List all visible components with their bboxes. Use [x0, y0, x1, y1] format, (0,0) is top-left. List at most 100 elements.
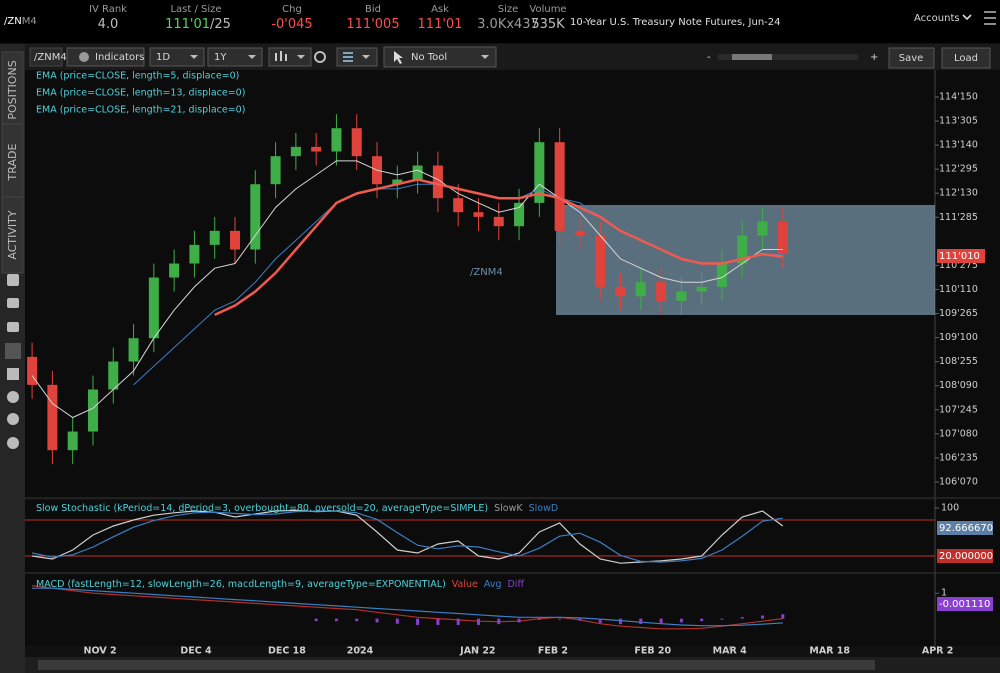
- diff-bar: [700, 618, 704, 622]
- x-tick-label: FEB 20: [634, 646, 671, 657]
- y-tick-label: 114'150: [939, 91, 978, 102]
- value: 3.0Kx437: [477, 17, 539, 32]
- candle-body: [47, 384, 58, 451]
- field-value: 4.0: [98, 17, 119, 32]
- series-line: [31, 160, 783, 419]
- diff-bar: [781, 614, 785, 619]
- diff-bar: [558, 618, 562, 620]
- x-tick-label: NOV 2: [84, 646, 117, 657]
- candle-body: [87, 389, 98, 432]
- symbol-box[interactable]: [29, 47, 63, 67]
- settings-icon[interactable]: [314, 51, 326, 63]
- study-label: EMA (price=CLOSE, length=13, displace=0): [36, 88, 245, 99]
- icon[interactable]: [7, 322, 19, 332]
- y-tick-label: 113'305: [939, 116, 978, 127]
- dropdown-arrow: [190, 55, 198, 59]
- value: 111'01: [418, 17, 463, 32]
- y-tick-label: 112'295: [939, 164, 978, 175]
- load-button[interactable]: [941, 47, 991, 69]
- x-tick-label: MAR 18: [809, 646, 850, 657]
- indicators-label: Indicators: [95, 52, 144, 63]
- candle-body: [67, 431, 78, 451]
- period-select[interactable]: [207, 47, 263, 67]
- title: MACD (fastLength=12, slowLength=26, macd…: [36, 579, 446, 590]
- dropdown-arrow: [481, 55, 489, 59]
- series-line: [32, 587, 783, 627]
- diff-bar: [456, 618, 460, 625]
- candle-body: [209, 230, 220, 245]
- x-tick-label: MAR 4: [713, 646, 747, 657]
- y-tick-label: 108'255: [939, 356, 978, 367]
- watermark: /ZNM4: [470, 267, 503, 278]
- icon[interactable]: [7, 413, 19, 425]
- value: 4.0: [98, 17, 119, 32]
- candle-body: [27, 356, 38, 385]
- candle-body: [351, 128, 362, 157]
- icon[interactable]: [7, 298, 19, 308]
- zoom-track[interactable]: [718, 54, 858, 60]
- candle-body: [656, 282, 667, 301]
- diff-bar: [679, 618, 683, 623]
- value-tag-label: -0.001110: [939, 599, 990, 610]
- candle-body: [189, 244, 200, 264]
- cursor-icon: [394, 51, 403, 64]
- save-button[interactable]: [888, 47, 935, 69]
- candle-body: [270, 156, 281, 185]
- value-tag-label: 20.000000: [939, 551, 993, 562]
- chart-style-button[interactable]: [268, 47, 312, 67]
- icon[interactable]: [5, 343, 21, 359]
- accounts-label[interactable]: Accounts: [914, 13, 960, 24]
- y-tick-label: 110'110: [939, 284, 978, 295]
- value-tag-label: 92.666670: [939, 523, 993, 534]
- scroll-thumb[interactable]: [38, 660, 875, 670]
- value-tag: [937, 597, 993, 611]
- icon[interactable]: [7, 368, 19, 380]
- x-tick-label: FEB 2: [538, 646, 568, 657]
- candle-body: [412, 165, 423, 180]
- diff-bar: [598, 618, 602, 624]
- zoom-in[interactable]: +: [870, 52, 878, 63]
- diff-bar: [334, 618, 338, 622]
- plots: 114'150 113'305 113'140 112'295 112'130 111'2…: [25, 71, 993, 657]
- tab-label: TRADE: [6, 144, 19, 182]
- zoom-out[interactable]: -: [707, 52, 711, 63]
- candle-body: [514, 202, 525, 227]
- series-line: [214, 178, 783, 317]
- symbol[interactable]: /ZNM4: [4, 16, 37, 27]
- indicators-button[interactable]: [66, 47, 145, 67]
- aggregation-select[interactable]: [149, 47, 205, 67]
- diff-bar: [578, 618, 582, 621]
- tab[interactable]: [1, 196, 24, 274]
- icon[interactable]: [7, 274, 19, 286]
- diff-bar: [619, 618, 623, 625]
- diff-bar: [416, 618, 420, 625]
- symbol-root: /ZN: [4, 16, 22, 27]
- toolbar-symbol: /ZNM4: [34, 52, 67, 63]
- candle-body: [635, 282, 646, 297]
- candle-body: [595, 235, 606, 287]
- icon[interactable]: [7, 391, 19, 403]
- sidebar-icons: [5, 274, 21, 449]
- candle-body: [128, 338, 139, 362]
- drawing-set-icon: [343, 52, 353, 62]
- y-tick-label: 112'130: [939, 188, 978, 199]
- menu-icon[interactable]: [984, 11, 996, 25]
- diff-bar: [314, 618, 318, 622]
- x-tick-label: JAN 22: [459, 646, 495, 657]
- aggregation-label: 1D: [156, 52, 170, 63]
- tool-select[interactable]: [383, 46, 497, 68]
- candle-body: [392, 179, 403, 185]
- dropdown-arrow: [362, 55, 370, 59]
- candle-body: [757, 221, 768, 236]
- zoom-thumb[interactable]: [732, 54, 772, 60]
- y-tick-label: 108'090: [939, 380, 978, 391]
- field-label: Size: [498, 4, 519, 15]
- value-tag: [937, 521, 993, 535]
- candle-body: [311, 146, 322, 152]
- candle-body: [777, 221, 788, 255]
- study-title: MACD (fastLength=12, slowLength=26, macd…: [36, 579, 524, 590]
- dropdown-arrow: [297, 55, 305, 59]
- icon[interactable]: [7, 437, 19, 449]
- load-label: Load: [954, 53, 978, 64]
